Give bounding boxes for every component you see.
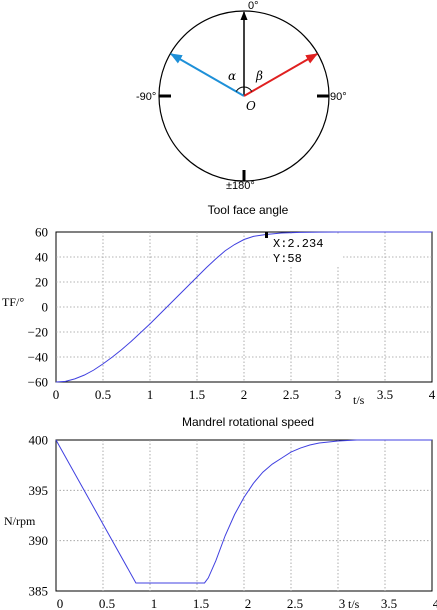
y-tick-label: 40 [35,250,48,265]
x-tick-label: 2 [245,596,252,610]
alpha-label: α [228,69,236,83]
datatip-y-label: Y:58 [273,252,302,266]
chart2-x-ticks: 0 0.5 1 1.5 2 2.5 3 3.5 4 [57,596,437,610]
x-tick-label: 2.5 [287,596,303,610]
x-tick-label: 3 [339,596,346,610]
x-tick-label: 0 [57,596,64,610]
chart2-ylabel: N/rpm [4,514,36,528]
y-tick-label: 20 [35,275,48,290]
y-tick-label: 390 [29,533,49,548]
y-tick-label: 0 [42,300,49,315]
chart2-axes-box [55,439,433,592]
x-tick-label: 3.5 [381,596,397,610]
y-tick-label: −60 [28,375,48,390]
x-tick-label: 1 [147,387,154,402]
chart1-y-ticks: −60 −40 −20 0 20 40 60 [28,225,48,390]
beta-vector-arrow [243,53,319,97]
x-tick-label: 3 [335,387,342,402]
datatip-x-label: X:2.234 [273,237,323,251]
x-tick-label: 2.5 [283,387,299,402]
chart1-title: Tool face angle [208,203,289,217]
chart1-ylabel: TF/° [2,295,24,309]
y-tick-label: −40 [28,350,48,365]
center-label: O [246,99,256,113]
x-tick-label: 4 [429,387,436,402]
y-tick-label: 395 [29,483,49,498]
beta-label: β [255,69,263,83]
datatip-box [270,235,342,267]
y-tick-label: 385 [29,584,49,599]
datatip-marker [265,232,268,238]
x-tick-label: 1.5 [193,596,209,610]
chart1-x-ticks: 0 0.5 1 1.5 2 2.5 3 3.5 4 [53,387,436,402]
chart1-datatip[interactable]: X:2.234 Y:58 [265,232,342,267]
chart2-series-line [55,439,432,584]
x-tick-label: 0.5 [99,596,115,610]
x-tick-label: 1 [151,596,158,610]
chart2-title: Mandrel rotational speed [182,415,314,429]
y-tick-label: 60 [35,225,48,240]
chart2-xlabel: t/s [348,597,360,610]
chart1-grid [56,232,432,382]
y-tick-label: 400 [29,433,49,448]
x-tick-label: 4 [433,596,437,610]
toolface-dial: 0° -90° 90° ±180° α β O [136,0,347,192]
y-tick-label: −20 [28,325,48,340]
dial-label-top: 0° [248,0,259,12]
x-tick-label: 1.5 [189,387,205,402]
mandrel-speed-chart: 0 0.5 1 1.5 2 2.5 3 3.5 4 385 390 395 400 N/rpm t/s [4,433,437,610]
chart1-xlabel: t/s [353,393,365,407]
dial-label-bottom: ±180° [226,180,255,192]
chart1-series-line [55,231,432,383]
alpha-vector-arrow [169,53,245,97]
x-tick-label: 0.5 [95,387,111,402]
chart2-y-ticks: 385 390 395 400 [29,433,49,599]
dial-label-right: 90° [330,91,347,103]
angle-arc [235,86,253,92]
x-tick-label: 0 [53,387,60,402]
x-tick-label: 2 [241,387,248,402]
x-tick-label: 3.5 [377,387,393,402]
dial-label-left: -90° [136,91,156,103]
chart2-grid [56,440,432,591]
